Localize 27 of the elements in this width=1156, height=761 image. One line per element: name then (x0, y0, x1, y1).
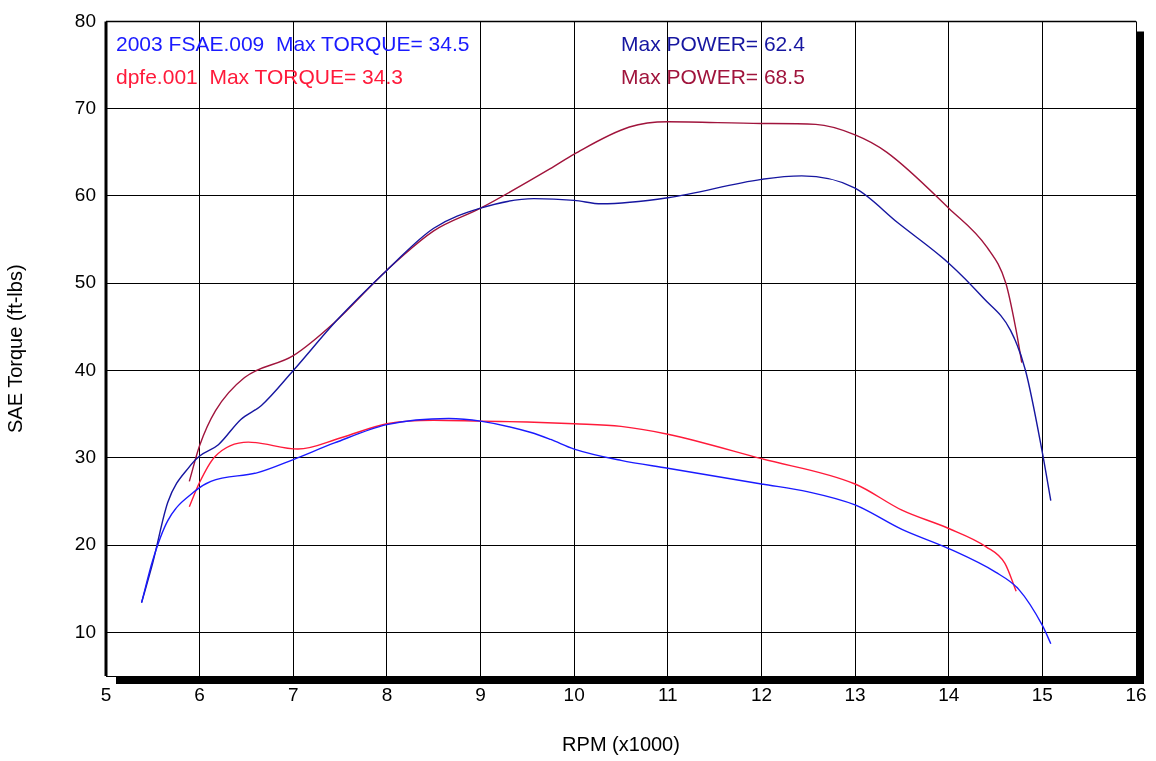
y-tick-label: 80 (74, 9, 96, 31)
x-tick-label: 12 (750, 683, 773, 705)
x-tick-label: 14 (938, 683, 960, 705)
y-tick-label: 30 (74, 446, 96, 468)
x-tick-label: 15 (1031, 683, 1053, 705)
line-series (188, 419, 1017, 593)
y-tick-label: 40 (74, 358, 96, 380)
y-tick-label: 60 (74, 184, 96, 206)
x-tick-label: 10 (563, 683, 585, 705)
y-tick-label: 20 (74, 533, 96, 555)
x-tick-label: 6 (194, 683, 205, 705)
series-label: Max POWER= 68.5 (621, 65, 805, 89)
y-tick-label: 70 (74, 96, 96, 118)
x-tick-label: 5 (100, 683, 112, 705)
x-tick-label: 11 (657, 683, 678, 705)
y-axis-title: SAE Torque (ft-lbs) (3, 264, 26, 433)
x-tick-label: 16 (1125, 683, 1147, 705)
x-tick-label: 8 (381, 683, 393, 705)
x-axis-title: RPM (x1000) (562, 732, 680, 755)
y-tick-label: 50 (74, 271, 96, 293)
text: Max POWER= 62.4 (621, 32, 806, 56)
y-tick-label: 10 (74, 620, 96, 642)
x-tick-label: 7 (287, 683, 299, 705)
x-tick-label: 13 (844, 683, 866, 705)
line-series (188, 121, 1023, 483)
x-tick-label: 9 (475, 683, 486, 705)
line-series (140, 417, 1052, 645)
